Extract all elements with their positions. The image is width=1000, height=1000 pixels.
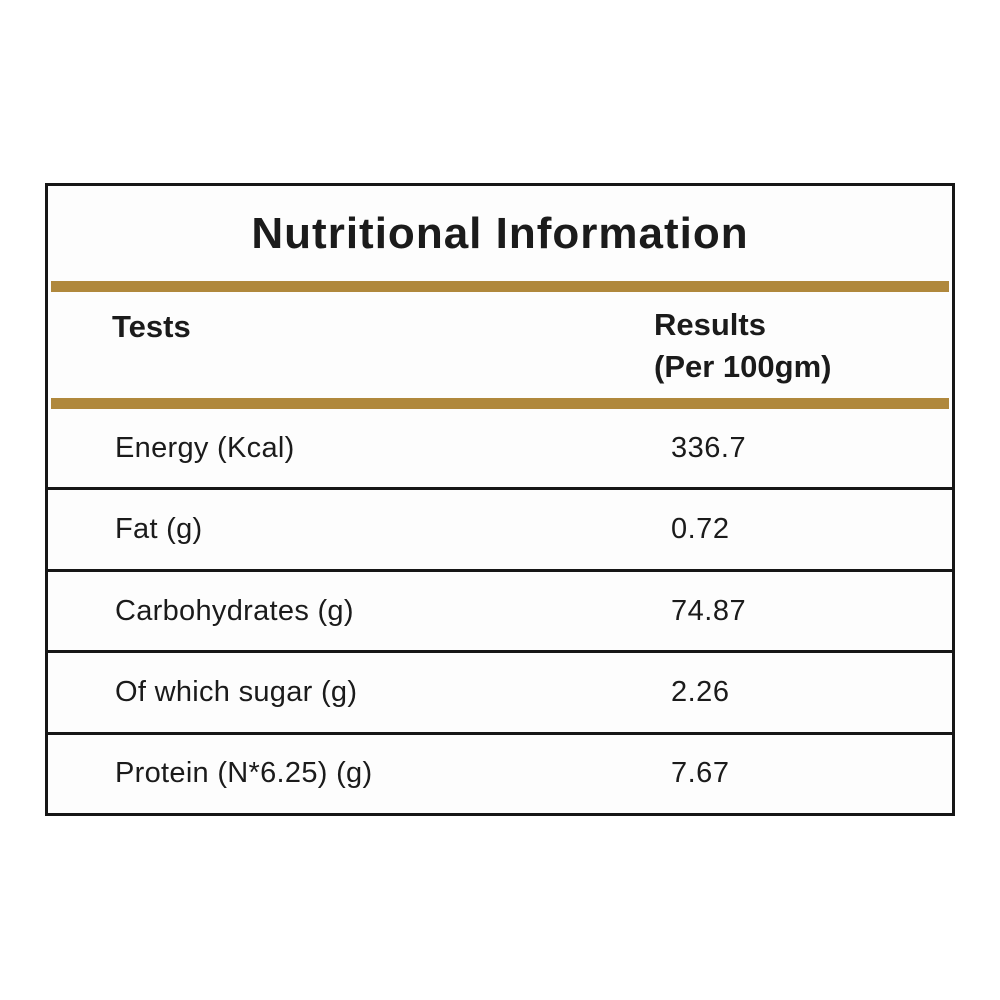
column-header-tests: Tests bbox=[112, 309, 191, 344]
accent-divider-top bbox=[51, 281, 949, 292]
nutrition-table: Nutritional Information Tests Results (P… bbox=[45, 183, 955, 816]
table-body: Energy (Kcal) 336.7 Fat (g) 0.72 Carbohy… bbox=[48, 409, 952, 813]
table-header-row: Tests Results (Per 100gm) bbox=[48, 292, 952, 398]
column-header-results-line1: Results bbox=[654, 307, 766, 342]
row-value: 2.26 bbox=[671, 675, 730, 708]
row-label: Fat (g) bbox=[115, 513, 203, 546]
table-row: Protein (N*6.25) (g) 7.67 bbox=[48, 731, 952, 813]
accent-divider-bottom bbox=[51, 398, 949, 409]
row-value: 7.67 bbox=[671, 757, 730, 790]
row-value: 0.72 bbox=[671, 513, 730, 546]
table-row: Of which sugar (g) 2.26 bbox=[48, 650, 952, 731]
table-row: Carbohydrates (g) 74.87 bbox=[48, 568, 952, 650]
column-header-results: Results (Per 100gm) bbox=[654, 292, 952, 398]
column-header-results-line2: (Per 100gm) bbox=[654, 349, 832, 384]
table-title-section: Nutritional Information bbox=[48, 186, 952, 281]
table-row: Fat (g) 0.72 bbox=[48, 487, 952, 568]
row-label: Protein (N*6.25) (g) bbox=[115, 757, 373, 790]
row-label: Of which sugar (g) bbox=[115, 675, 358, 708]
table-title: Nutritional Information bbox=[251, 208, 749, 258]
row-value: 336.7 bbox=[671, 431, 747, 464]
row-label: Energy (Kcal) bbox=[115, 431, 295, 464]
row-value: 74.87 bbox=[671, 594, 747, 627]
row-label: Carbohydrates (g) bbox=[115, 594, 354, 627]
table-row: Energy (Kcal) 336.7 bbox=[48, 409, 952, 487]
